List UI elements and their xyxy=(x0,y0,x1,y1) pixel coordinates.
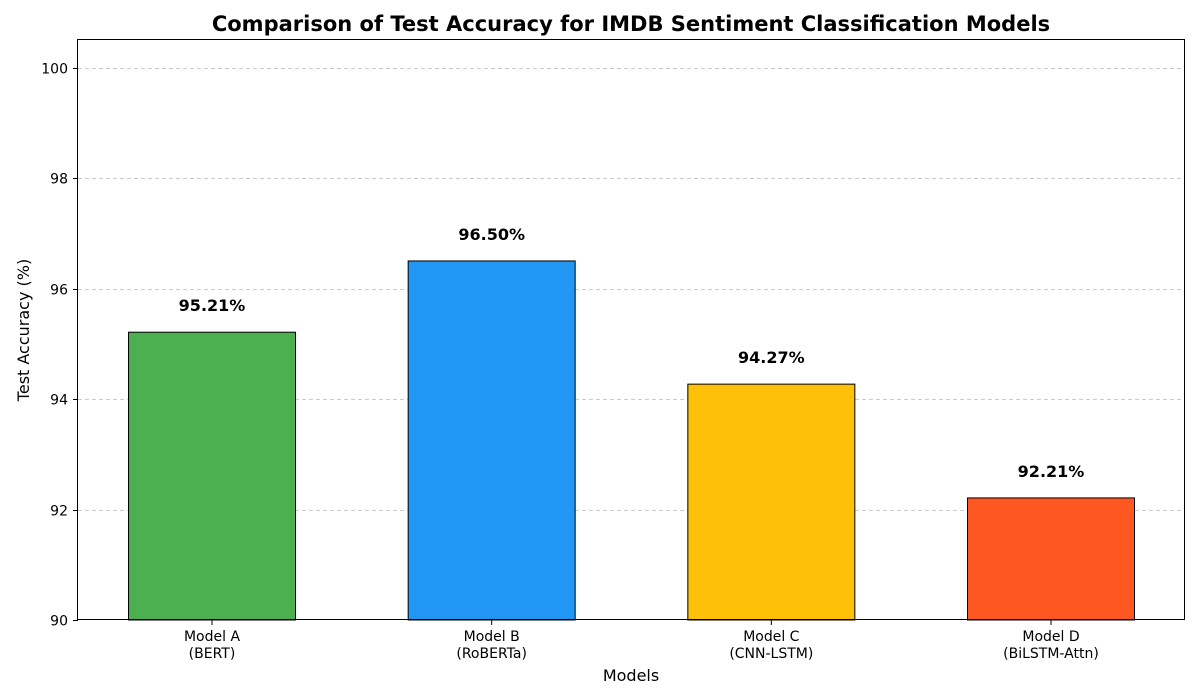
x-tick-label-line: Model C xyxy=(743,629,799,645)
chart-title: Comparison of Test Accuracy for IMDB Sen… xyxy=(212,12,1050,36)
x-tick-label-line: Model A xyxy=(184,629,240,645)
x-tick-label-line: (BiLSTM-Attn) xyxy=(1003,646,1099,662)
data-label: 94.27% xyxy=(738,348,805,367)
x-axis-label: Models xyxy=(603,666,659,685)
x-tick-label-line: (CNN-LSTM) xyxy=(729,646,813,662)
y-tick-label: 94 xyxy=(50,393,68,409)
x-tick-label-line: (BERT) xyxy=(189,646,236,662)
x-tick-label-line: Model D xyxy=(1022,629,1079,645)
bar xyxy=(687,383,856,621)
x-tick-label-line: (RoBERTa) xyxy=(456,646,527,662)
y-tick-label: 92 xyxy=(50,504,68,520)
y-tick-label: 96 xyxy=(50,283,68,299)
y-axis-label: Test Accuracy (%) xyxy=(14,259,33,402)
bar xyxy=(128,331,296,621)
data-label: 96.50% xyxy=(458,225,525,244)
data-labels: 95.21% 96.50% 94.27% 92.21% xyxy=(179,225,1085,481)
bars xyxy=(128,260,1135,621)
y-tick-label: 98 xyxy=(50,172,68,188)
bar xyxy=(407,260,576,621)
x-axis-ticks: Model A (BERT) Model B (RoBERTa) Model C (CNN… xyxy=(184,620,1099,662)
bar xyxy=(967,497,1135,621)
y-tick-label: 90 xyxy=(50,614,68,630)
y-axis-ticks: 90 92 94 96 98 100 xyxy=(41,62,78,630)
x-tick-label: Model B (RoBERTa) xyxy=(456,629,527,662)
x-tick-label-line: Model B xyxy=(464,629,520,645)
x-tick-label: Model D (BiLSTM-Attn) xyxy=(1003,629,1099,662)
x-tick-label: Model C (CNN-LSTM) xyxy=(729,629,813,662)
y-tick-label: 100 xyxy=(41,62,68,78)
x-tick-label: Model A (BERT) xyxy=(184,629,240,662)
plot-frame xyxy=(77,39,1185,620)
data-label: 95.21% xyxy=(179,296,246,315)
data-label: 92.21% xyxy=(1018,462,1085,481)
